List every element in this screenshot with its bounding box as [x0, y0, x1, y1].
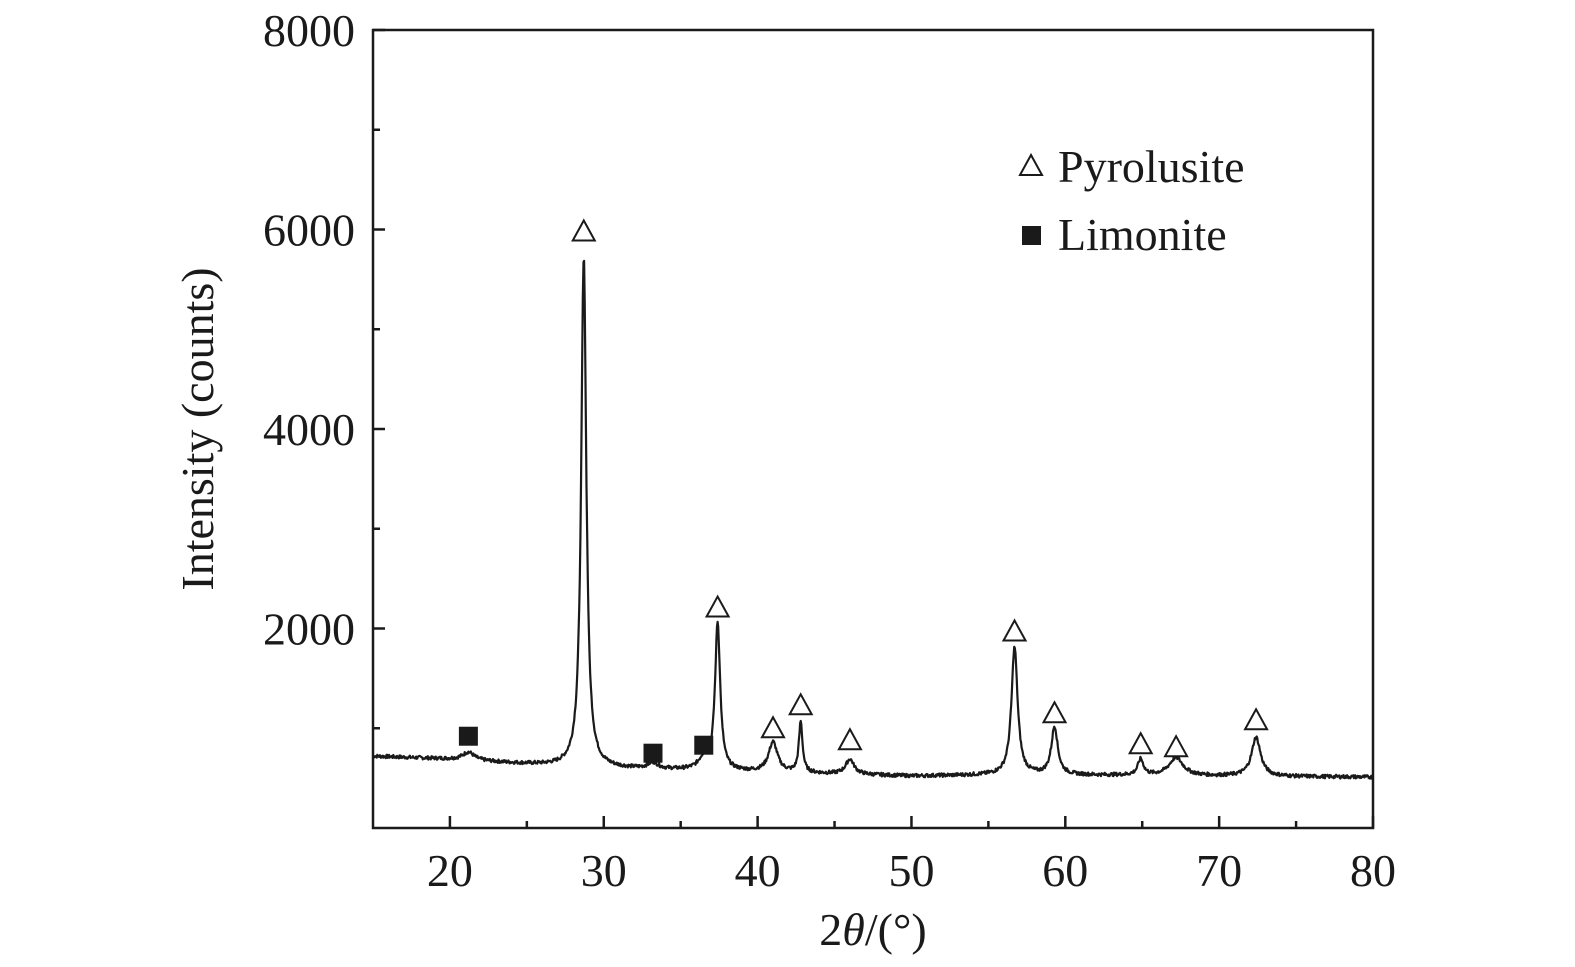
- y-tick-label: 2000: [263, 604, 355, 655]
- y-tick-label: 6000: [263, 205, 355, 256]
- legend-pyrolusite-label: Pyrolusite: [1058, 141, 1245, 192]
- legend-limonite-marker: [1022, 226, 1041, 245]
- y-axis-title: Intensity (counts): [172, 267, 223, 590]
- tick-labels: 20 30 40 50 60 70 80 2000 4000 6000 8000: [263, 5, 1396, 896]
- x-tick-label: 60: [1042, 845, 1088, 896]
- pyrolusite-marker: [704, 594, 731, 618]
- pyrolusite-marker: [788, 692, 814, 716]
- limonite-marker: [694, 735, 714, 755]
- limonite-marker: [643, 743, 663, 763]
- x-tick-label: 70: [1196, 845, 1242, 896]
- pyrolusite-marker: [837, 727, 863, 751]
- x-tick-label: 20: [427, 845, 473, 896]
- pyrolusite-marker: [760, 715, 786, 739]
- phase-markers: [458, 218, 1269, 763]
- axis-ticks: [373, 28, 1375, 828]
- pyrolusite-marker: [1163, 734, 1189, 758]
- legend-pyrolusite-marker: [1018, 152, 1044, 176]
- limonite-marker: [458, 726, 478, 746]
- x-tick-label: 80: [1350, 845, 1396, 896]
- pyrolusite-marker: [1001, 618, 1028, 642]
- x-tick-label: 40: [735, 845, 781, 896]
- pyrolusite-marker: [571, 218, 597, 242]
- pyrolusite-marker: [1041, 700, 1068, 724]
- legend-limonite-label: Limonite: [1058, 209, 1227, 260]
- pyrolusite-marker: [1243, 707, 1269, 731]
- x-tick-label: 50: [888, 845, 934, 896]
- x-tick-label: 30: [581, 845, 627, 896]
- legend: Pyrolusite Limonite: [1018, 141, 1245, 260]
- x-axis-title: 2θ/(°): [819, 904, 926, 955]
- y-tick-label: 4000: [263, 404, 355, 455]
- diffraction-pattern-line: [372, 259, 1374, 780]
- pyrolusite-marker: [1128, 731, 1154, 755]
- y-tick-label: 8000: [263, 5, 355, 56]
